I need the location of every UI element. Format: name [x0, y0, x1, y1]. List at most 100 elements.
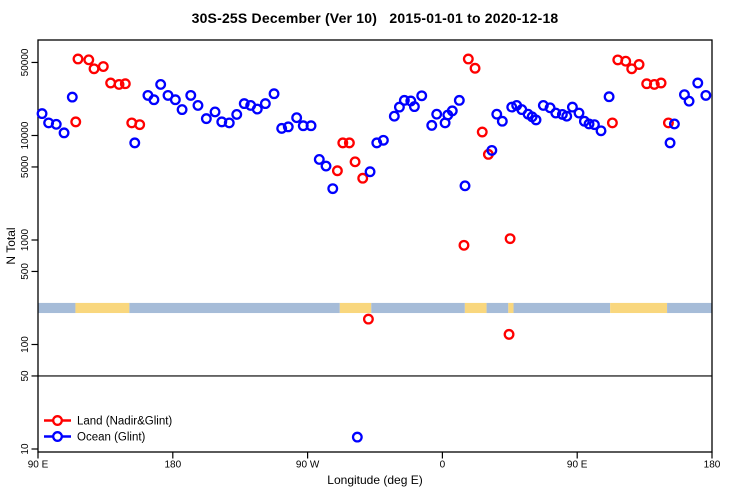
data-point [66, 91, 78, 103]
data-point [351, 431, 363, 443]
data-point [459, 180, 471, 192]
data-point [683, 95, 695, 107]
data-point [320, 160, 332, 172]
x-tick-label: 90 E [28, 460, 49, 471]
legend-marker [52, 431, 63, 442]
y-tick-label: 10000 [20, 121, 31, 149]
data-point [105, 77, 117, 89]
data-point [58, 127, 70, 139]
legend-label: Ocean (Glint) [77, 432, 146, 444]
strip-segment-land [508, 302, 514, 314]
data-point [327, 183, 339, 195]
data-point [50, 118, 62, 130]
data-point [633, 59, 645, 70]
strip-segment-ocean [129, 302, 340, 314]
data-point [453, 94, 465, 106]
data-point [72, 53, 84, 65]
strip-segment-land [339, 302, 372, 314]
data-point [364, 166, 376, 178]
data-point [200, 113, 212, 125]
data-point [282, 121, 294, 133]
data-point [469, 62, 481, 74]
chart-title: 30S-25S December (Ver 10) 2015-01-01 to … [191, 10, 559, 26]
data-point [305, 120, 317, 132]
data-point [566, 101, 578, 113]
data-point [503, 328, 515, 340]
strip-segment-land [464, 302, 487, 314]
y-tick-label: 50 [20, 370, 31, 382]
data-point [462, 53, 474, 65]
data-point [357, 172, 369, 184]
data-point [119, 78, 131, 90]
data-point [692, 77, 704, 89]
data-point [155, 78, 167, 90]
data-point [134, 119, 146, 131]
data-point [251, 103, 263, 115]
data-point [192, 99, 204, 111]
data-point [223, 117, 235, 129]
strip-segment-ocean [38, 302, 76, 314]
data-point [70, 116, 82, 128]
y-tick-label: 50000 [20, 48, 31, 76]
x-tick-label: 90 E [567, 460, 588, 471]
data-point [476, 126, 488, 138]
data-point [129, 137, 141, 149]
x-tick-label: 90 W [296, 460, 320, 471]
data-point [573, 107, 585, 119]
data-point [88, 63, 100, 75]
data-point [362, 313, 374, 325]
data-point [668, 118, 680, 130]
data-point [588, 119, 600, 131]
legend-label: Land (Nadir&Glint) [77, 416, 172, 428]
y-tick-label: 10 [20, 443, 31, 455]
data-point [491, 108, 503, 120]
strip-segment-land [610, 302, 668, 314]
data-point [561, 110, 573, 122]
data-point [238, 98, 250, 110]
data-point [343, 137, 355, 149]
data-point [83, 54, 95, 66]
data-point [620, 55, 632, 67]
data-point [504, 233, 516, 245]
data-point [276, 122, 288, 134]
data-point [416, 90, 428, 102]
data-point [583, 118, 595, 130]
y-tick-label: 1000 [20, 228, 31, 251]
data-point [603, 91, 615, 103]
data-point [113, 78, 125, 90]
data-point [648, 78, 660, 90]
data-point [388, 110, 400, 122]
y-tick-label: 100 [20, 336, 31, 353]
strip-segment-ocean [371, 302, 465, 314]
data-point [486, 144, 498, 156]
y-tick-label: 500 [20, 263, 31, 280]
data-point [530, 114, 542, 126]
x-tick-label: 0 [440, 460, 446, 471]
strip-segment-ocean [513, 302, 611, 314]
data-point [595, 125, 607, 137]
x-tick-label: 180 [164, 460, 181, 471]
strip-segment-land [75, 302, 130, 314]
data-point [337, 137, 349, 149]
y-axis-label: N Total [4, 227, 18, 265]
data-point [268, 88, 280, 100]
data-point [209, 106, 221, 118]
data-point [291, 112, 303, 124]
data-point [377, 134, 389, 146]
data-point [398, 94, 410, 106]
data-point [446, 105, 458, 117]
strip-segment-ocean [667, 302, 712, 314]
data-point [458, 239, 470, 251]
data-point [331, 165, 343, 177]
data-point [169, 94, 181, 106]
data-point [313, 153, 325, 165]
data-point [185, 89, 197, 101]
data-point [349, 156, 361, 168]
data-point [393, 101, 405, 113]
data-point [408, 101, 420, 113]
data-point [426, 119, 438, 131]
data-point [655, 77, 667, 89]
plot-frame [37, 39, 713, 453]
x-axis-label: Longitude (deg E) [327, 473, 423, 487]
